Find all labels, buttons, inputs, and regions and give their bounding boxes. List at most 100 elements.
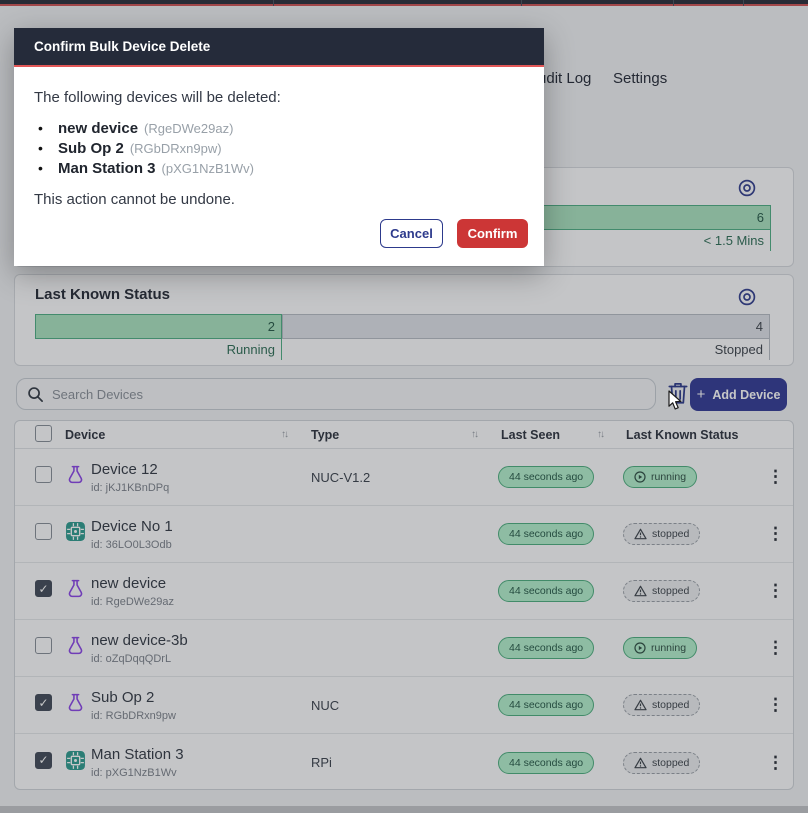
modal-warning-text: This action cannot be undone. [34, 191, 235, 208]
device-name: Sub Op 2 [91, 688, 155, 706]
device-icon-slot [65, 464, 91, 490]
row-checkbox[interactable] [35, 466, 52, 483]
warning-icon [634, 585, 647, 597]
row-checkbox[interactable] [35, 751, 52, 769]
status-label: running [651, 642, 687, 654]
status-badge: running [623, 637, 698, 659]
navbar-separator [521, 0, 522, 6]
device-type: NUC-V1.2 [311, 469, 371, 485]
bar-label: < 1.5 Mins [703, 233, 764, 248]
last-seen-label: 44 seconds ago [509, 585, 584, 597]
header-last-seen: Last Seen [501, 427, 561, 442]
add-device-label: Add Device [712, 387, 781, 402]
table-row[interactable]: new device id: RgeDWe29az 44 seconds ago… [15, 563, 793, 620]
top-navbar-edge [0, 0, 808, 6]
sort-icon[interactable]: ↑↓ [471, 429, 479, 440]
cancel-button[interactable]: Cancel [380, 219, 443, 248]
flask-icon [68, 465, 83, 484]
row-menu-button[interactable]: ⋮ [767, 467, 784, 486]
row-menu-button[interactable]: ⋮ [767, 752, 784, 772]
nav-item-settings[interactable]: Settings [613, 70, 668, 87]
device-id: (pXG1NzB1Wv) [161, 161, 254, 176]
device-id: id: RGbDRxn9pw [91, 709, 176, 722]
status-bar: 2 Running 4 Stopped [35, 314, 770, 360]
device-type: NUC [311, 697, 340, 713]
last-seen-badge: 44 seconds ago [498, 751, 595, 774]
device-icon-slot [65, 521, 91, 547]
row-menu-button[interactable]: ⋮ [767, 524, 784, 543]
panel-title: Last Known Status [35, 286, 171, 303]
row-menu-button[interactable]: ⋮ [767, 695, 784, 714]
table-row[interactable]: Device No 1 id: 36LO0L3Odb 44 seconds ag… [15, 506, 793, 563]
last-seen-badge: 44 seconds ago [498, 466, 595, 488]
eye-icon[interactable] [737, 178, 757, 198]
modal-intro-text: The following devices will be deleted: [34, 89, 281, 106]
last-seen-label: 44 seconds ago [509, 756, 584, 769]
modal-actions: Cancel Confirm [380, 219, 528, 248]
row-checkbox[interactable] [35, 580, 52, 597]
status-label: stopped [652, 699, 690, 711]
device-id: id: 36LO0L3Odb [91, 538, 172, 551]
add-device-button[interactable]: + Add Device [690, 378, 787, 411]
bar-segment-stopped: 4 Stopped [282, 314, 770, 360]
flask-icon [68, 636, 83, 655]
device-name: Sub Op 2 [58, 140, 124, 157]
play-circle-icon [634, 471, 646, 483]
row-menu-button[interactable]: ⋮ [767, 581, 784, 600]
table-row[interactable]: new device-3b id: oZqDqqQDrL 44 seconds … [15, 620, 793, 677]
status-badge: stopped [623, 523, 701, 545]
status-badge: stopped [623, 694, 701, 716]
eye-icon[interactable] [737, 287, 757, 307]
device-type: RPi [311, 755, 332, 770]
device-icon-slot [65, 750, 91, 776]
chip-icon [66, 750, 85, 770]
bar-value: 4 [282, 314, 769, 339]
modal-title: Confirm Bulk Device Delete [34, 39, 211, 54]
warning-icon [634, 757, 647, 768]
search-input[interactable] [52, 386, 612, 402]
row-checkbox[interactable] [35, 637, 52, 654]
devices-table: Device ↑↓ Type ↑↓ Last Seen ↑↓ Last Know… [14, 420, 794, 790]
last-seen-label: 44 seconds ago [509, 528, 584, 540]
navbar-separator [273, 0, 274, 6]
confirm-button[interactable]: Confirm [457, 219, 528, 248]
bullet-glyph: • [38, 120, 43, 136]
status-label: running [651, 471, 687, 483]
bullet-glyph: • [38, 140, 43, 156]
device-icon-slot [65, 578, 91, 604]
status-label: stopped [652, 528, 690, 540]
row-checkbox[interactable] [35, 523, 52, 540]
row-menu-button[interactable]: ⋮ [767, 638, 784, 657]
modal-body: The following devices will be deleted: •… [14, 67, 544, 208]
sort-icon[interactable]: ↑↓ [281, 429, 289, 440]
bar-value: 2 [35, 314, 281, 339]
flask-icon [68, 579, 83, 598]
list-item: • Sub Op 2 (RGbDRxn9pw) [38, 140, 524, 157]
warning-icon [634, 528, 647, 540]
last-seen-label: 44 seconds ago [509, 642, 584, 654]
bar-segment-running: 2 Running [35, 314, 282, 360]
bottom-edge [0, 806, 808, 813]
table-row[interactable]: Man Station 3 id: pXG1NzB1Wv RPi 44 seco… [15, 734, 793, 789]
last-seen-badge: 44 seconds ago [498, 580, 595, 602]
sort-icon[interactable]: ↑↓ [597, 429, 605, 440]
device-name: Man Station 3 [58, 160, 156, 177]
last-known-status-panel: Last Known Status 2 Running 4 Stopped [14, 274, 794, 366]
device-name: new device [58, 120, 139, 137]
plus-icon: + [696, 386, 706, 403]
table-row[interactable]: Sub Op 2 id: RGbDRxn9pw NUC 44 seconds a… [15, 677, 793, 734]
navbar-separator [743, 0, 744, 6]
header-last-known-status: Last Known Status [626, 427, 739, 442]
last-seen-badge: 44 seconds ago [498, 637, 595, 659]
select-all-checkbox[interactable] [35, 424, 52, 442]
device-name: Device 12 [91, 460, 158, 478]
table-row[interactable]: Device 12 id: jKJ1KBnDPq NUC-V1.2 44 sec… [15, 449, 793, 506]
device-name: new device-3b [91, 631, 188, 649]
header-type: Type [311, 427, 340, 442]
status-badge: stopped [623, 751, 701, 774]
row-checkbox[interactable] [35, 694, 52, 711]
delete-device-list: • new device (RgeDWe29az) • Sub Op 2 (RG… [38, 120, 524, 177]
table-body: Device 12 id: jKJ1KBnDPq NUC-V1.2 44 sec… [15, 449, 793, 789]
status-badge: stopped [623, 580, 701, 602]
